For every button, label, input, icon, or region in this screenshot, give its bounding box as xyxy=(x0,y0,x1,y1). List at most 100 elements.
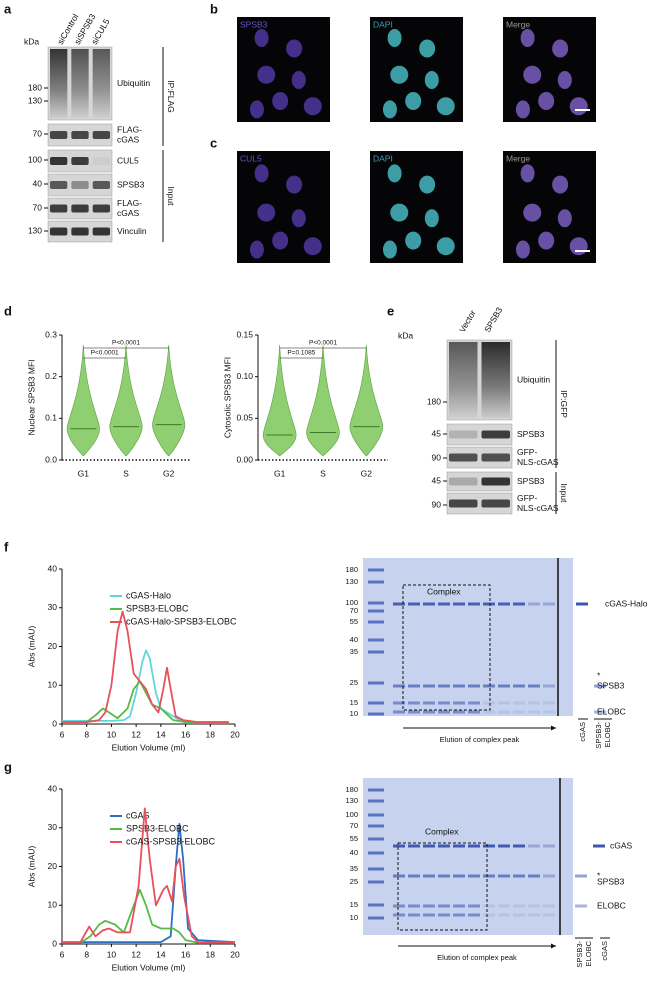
ladder-band xyxy=(368,638,384,642)
marker-label: 180 xyxy=(345,785,358,794)
band-label: SPSB3 xyxy=(117,179,145,189)
marker-label: 15 xyxy=(350,698,358,707)
cell xyxy=(419,175,436,194)
marker-label: 40 xyxy=(33,178,43,188)
marker-label: 15 xyxy=(350,900,358,909)
cell xyxy=(387,29,402,47)
x-tick-label: 18 xyxy=(206,729,216,739)
y-tick-label: 0 xyxy=(52,938,57,948)
x-tick-label: 14 xyxy=(156,949,166,959)
gel-band xyxy=(498,874,510,878)
cell xyxy=(272,231,289,250)
gel-band xyxy=(393,710,405,714)
band xyxy=(92,131,110,139)
marker-label: 70 xyxy=(33,128,43,138)
ladder-band xyxy=(368,799,384,803)
y-tick-label: 20 xyxy=(48,861,58,871)
cell xyxy=(272,92,289,110)
panel-label: e xyxy=(387,303,394,318)
marker-label: 40 xyxy=(350,635,358,644)
marker-label: 35 xyxy=(350,864,358,873)
band xyxy=(481,430,510,439)
gel-band xyxy=(528,701,540,705)
band-label: cGAS-Halo xyxy=(605,598,648,608)
gel-band xyxy=(528,904,540,908)
gel-band xyxy=(453,710,465,714)
marker-label: 10 xyxy=(350,709,358,718)
marker-label: 10 xyxy=(350,913,358,922)
band xyxy=(449,430,478,439)
violin xyxy=(349,344,384,457)
x-tick-label: 12 xyxy=(131,729,141,739)
gel-band xyxy=(483,904,495,908)
cell xyxy=(520,164,535,183)
marker-label: 35 xyxy=(350,647,358,656)
series-line xyxy=(62,823,236,943)
x-tick-label: 20 xyxy=(230,949,240,959)
band xyxy=(71,227,89,236)
group-label: IP:FLAG xyxy=(166,80,176,113)
marker-label: 25 xyxy=(350,877,358,886)
gel-band xyxy=(468,904,480,908)
ladder-band xyxy=(368,601,384,605)
x-axis-label: Elution Volume (ml) xyxy=(112,962,186,972)
gel-band xyxy=(408,844,420,848)
cell xyxy=(249,240,264,259)
gel-band xyxy=(528,913,540,917)
marker-label: 100 xyxy=(345,810,358,819)
gel-band xyxy=(423,844,435,848)
gel-band xyxy=(438,710,450,714)
gel-band xyxy=(408,874,420,878)
band xyxy=(50,157,68,165)
cell xyxy=(520,29,535,47)
marker-label: 70 xyxy=(33,202,43,212)
kda-label: kDa xyxy=(24,36,39,46)
band-label: CUL5 xyxy=(117,155,139,165)
band xyxy=(92,181,110,189)
gel-band xyxy=(483,684,495,688)
band-label: Ubiquitin xyxy=(517,374,550,384)
band-label: cGAS xyxy=(117,134,140,144)
y-tick-label: 0 xyxy=(52,718,57,728)
y-tick-label: 40 xyxy=(48,783,58,793)
lane-label: ELOBC xyxy=(603,721,612,747)
x-tick-label: 12 xyxy=(131,949,141,959)
cell xyxy=(286,39,303,58)
marker-label: 70 xyxy=(350,821,358,830)
band-label: SPSB3 xyxy=(597,680,625,690)
y-tick-label: 0.00 xyxy=(236,454,253,464)
gel-band xyxy=(468,874,480,878)
ladder-band xyxy=(368,813,384,817)
band xyxy=(481,453,510,462)
gel-band xyxy=(438,684,450,688)
cell xyxy=(390,65,409,84)
gel-band xyxy=(543,913,555,917)
gel-band xyxy=(423,874,435,878)
group-label: IP:GFP xyxy=(559,390,569,418)
band-label: NLS-cGAS xyxy=(517,457,559,467)
box-label: Complex xyxy=(425,826,459,836)
gel xyxy=(363,558,573,716)
cell xyxy=(249,100,264,119)
gel-band xyxy=(483,602,495,606)
marker-label: 25 xyxy=(350,678,358,687)
arrow-head xyxy=(551,725,556,731)
gel-band xyxy=(423,684,435,688)
band xyxy=(71,157,89,165)
band xyxy=(481,477,510,486)
cell xyxy=(569,237,588,256)
x-tick-label: 8 xyxy=(84,949,89,959)
gel-band xyxy=(408,710,420,714)
gel-band xyxy=(438,602,450,606)
gel-band xyxy=(576,602,588,606)
y-axis-label: Abs (mAU) xyxy=(26,626,36,668)
marker-label: 100 xyxy=(28,154,42,164)
ladder-band xyxy=(368,681,384,685)
p-value: P<0.0001 xyxy=(112,340,140,347)
band-label: NLS-cGAS xyxy=(517,503,559,513)
series-line xyxy=(62,888,235,944)
gel-band xyxy=(528,844,540,848)
gel-band xyxy=(453,701,465,705)
x-tick-label: 16 xyxy=(181,729,191,739)
